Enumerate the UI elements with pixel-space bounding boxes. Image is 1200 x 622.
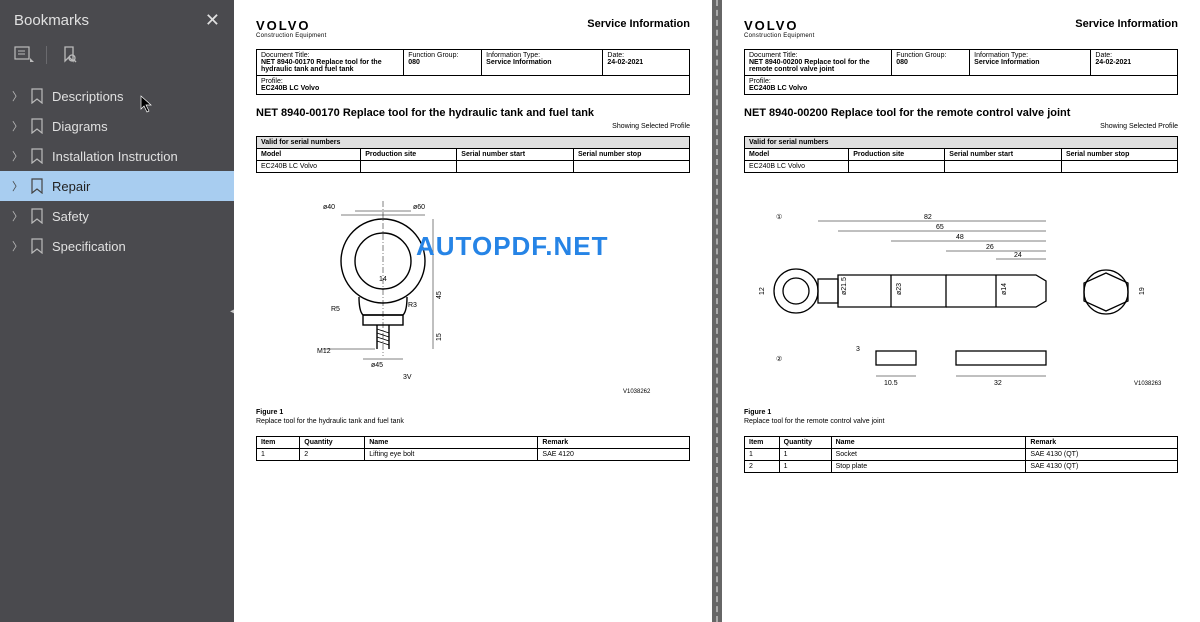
sidebar-item-descriptions[interactable]: 〉 Descriptions [0, 81, 234, 111]
parts-table: Item Quantity Name Remark 12 Lifting eye… [256, 436, 690, 461]
svg-text:ø60: ø60 [413, 204, 425, 211]
bookmarks-toolbar [0, 39, 234, 75]
svg-text:82: 82 [924, 214, 932, 221]
watermark: AUTOPDF.NET [416, 231, 609, 262]
document-view[interactable]: VOLVO Construction Equipment Service Inf… [234, 0, 1200, 622]
chevron-right-icon: 〉 [12, 238, 22, 254]
svg-text:19: 19 [1139, 287, 1146, 295]
sidebar-item-repair[interactable]: 〉 Repair [0, 171, 234, 201]
sidebar-item-specification[interactable]: 〉 Specification [0, 231, 234, 261]
brand-subtitle: Construction Equipment [256, 33, 327, 39]
chevron-right-icon: 〉 [12, 88, 22, 104]
svg-text:ø21.5: ø21.5 [841, 277, 848, 295]
svg-text:①: ① [776, 213, 782, 221]
find-bookmark-icon[interactable] [59, 45, 79, 65]
figure-1: ø40 ø60 14 R5 R3 45 15 ø45 M12 3V V10382… [256, 181, 690, 401]
svg-text:ø40: ø40 [323, 204, 335, 211]
chevron-right-icon: 〉 [12, 148, 22, 164]
sidebar-item-label: Safety [52, 209, 89, 224]
document-title: NET 8940-00200 Replace tool for the remo… [744, 107, 1178, 119]
brand-subtitle: Construction Equipment [744, 33, 815, 39]
sidebar-item-label: Installation Instruction [52, 149, 178, 164]
sidebar-item-label: Diagrams [52, 119, 108, 134]
svg-text:26: 26 [986, 244, 994, 251]
sidebar-header: Bookmarks ✕ [0, 0, 234, 39]
svg-text:3: 3 [856, 346, 860, 353]
svg-text:10.5: 10.5 [884, 380, 898, 387]
figure-1: ① 82 65 48 26 24 12 ø21.5 ø23 ø14 19 ② 3… [744, 181, 1178, 401]
bookmark-icon [30, 238, 44, 254]
brand-logo: VOLVO [256, 18, 327, 33]
svg-text:14: 14 [379, 276, 387, 283]
info-table: Document Title:NET 8940-00170 Replace to… [256, 49, 690, 95]
page-separator [716, 0, 718, 622]
svg-text:65: 65 [936, 224, 944, 231]
serial-table: Valid for serial numbers ModelProduction… [744, 136, 1178, 173]
svg-text:15: 15 [436, 333, 443, 341]
profile-note: Showing Selected Profile [256, 123, 690, 130]
svg-text:V1038262: V1038262 [623, 389, 651, 395]
sidebar-item-label: Descriptions [52, 89, 124, 104]
bookmark-list: 〉 Descriptions〉 Diagrams〉 Installation I… [0, 75, 234, 267]
bookmarks-panel: Bookmarks ✕ 〉 Descriptions〉 Diagrams〉 In… [0, 0, 234, 622]
pdf-page-2: VOLVO Construction Equipment Service Inf… [722, 0, 1200, 622]
sidebar-item-label: Repair [52, 179, 90, 194]
bookmark-icon [30, 88, 44, 104]
chevron-right-icon: 〉 [12, 118, 22, 134]
svg-text:12: 12 [759, 287, 766, 295]
sidebar-item-safety[interactable]: 〉 Safety [0, 201, 234, 231]
sidebar-item-installation-instruction[interactable]: 〉 Installation Instruction [0, 141, 234, 171]
bookmark-icon [30, 208, 44, 224]
svg-text:24: 24 [1014, 252, 1022, 259]
page-type-heading: Service Information [1075, 18, 1178, 30]
brand-logo: VOLVO [744, 18, 815, 33]
serial-table: Valid for serial numbers ModelProduction… [256, 136, 690, 173]
close-icon[interactable]: ✕ [205, 10, 220, 31]
sidebar-item-label: Specification [52, 239, 126, 254]
chevron-right-icon: 〉 [12, 208, 22, 224]
toolbar-separator [46, 46, 47, 64]
sidebar-item-diagrams[interactable]: 〉 Diagrams [0, 111, 234, 141]
options-icon[interactable] [14, 45, 34, 65]
page-type-heading: Service Information [587, 18, 690, 30]
info-table: Document Title:NET 8940-00200 Replace to… [744, 49, 1178, 95]
svg-text:32: 32 [994, 380, 1002, 387]
chevron-right-icon: 〉 [12, 178, 22, 194]
svg-text:②: ② [776, 355, 782, 363]
bookmark-icon [30, 178, 44, 194]
svg-text:V1038263: V1038263 [1134, 381, 1162, 387]
profile-note: Showing Selected Profile [744, 123, 1178, 130]
svg-text:ø45: ø45 [371, 362, 383, 369]
document-title: NET 8940-00170 Replace tool for the hydr… [256, 107, 690, 119]
bookmark-icon [30, 148, 44, 164]
svg-text:48: 48 [956, 234, 964, 241]
sidebar-title: Bookmarks [14, 12, 89, 29]
svg-text:3V: 3V [403, 374, 412, 381]
svg-text:45: 45 [436, 291, 443, 299]
svg-text:ø23: ø23 [896, 283, 903, 295]
svg-text:R5: R5 [331, 306, 340, 313]
bookmark-icon [30, 118, 44, 134]
svg-text:R3: R3 [408, 302, 417, 309]
parts-table: Item Quantity Name Remark 11 SocketSAE 4… [744, 436, 1178, 473]
pdf-page-1: VOLVO Construction Equipment Service Inf… [234, 0, 712, 622]
svg-text:ø14: ø14 [1001, 283, 1008, 295]
